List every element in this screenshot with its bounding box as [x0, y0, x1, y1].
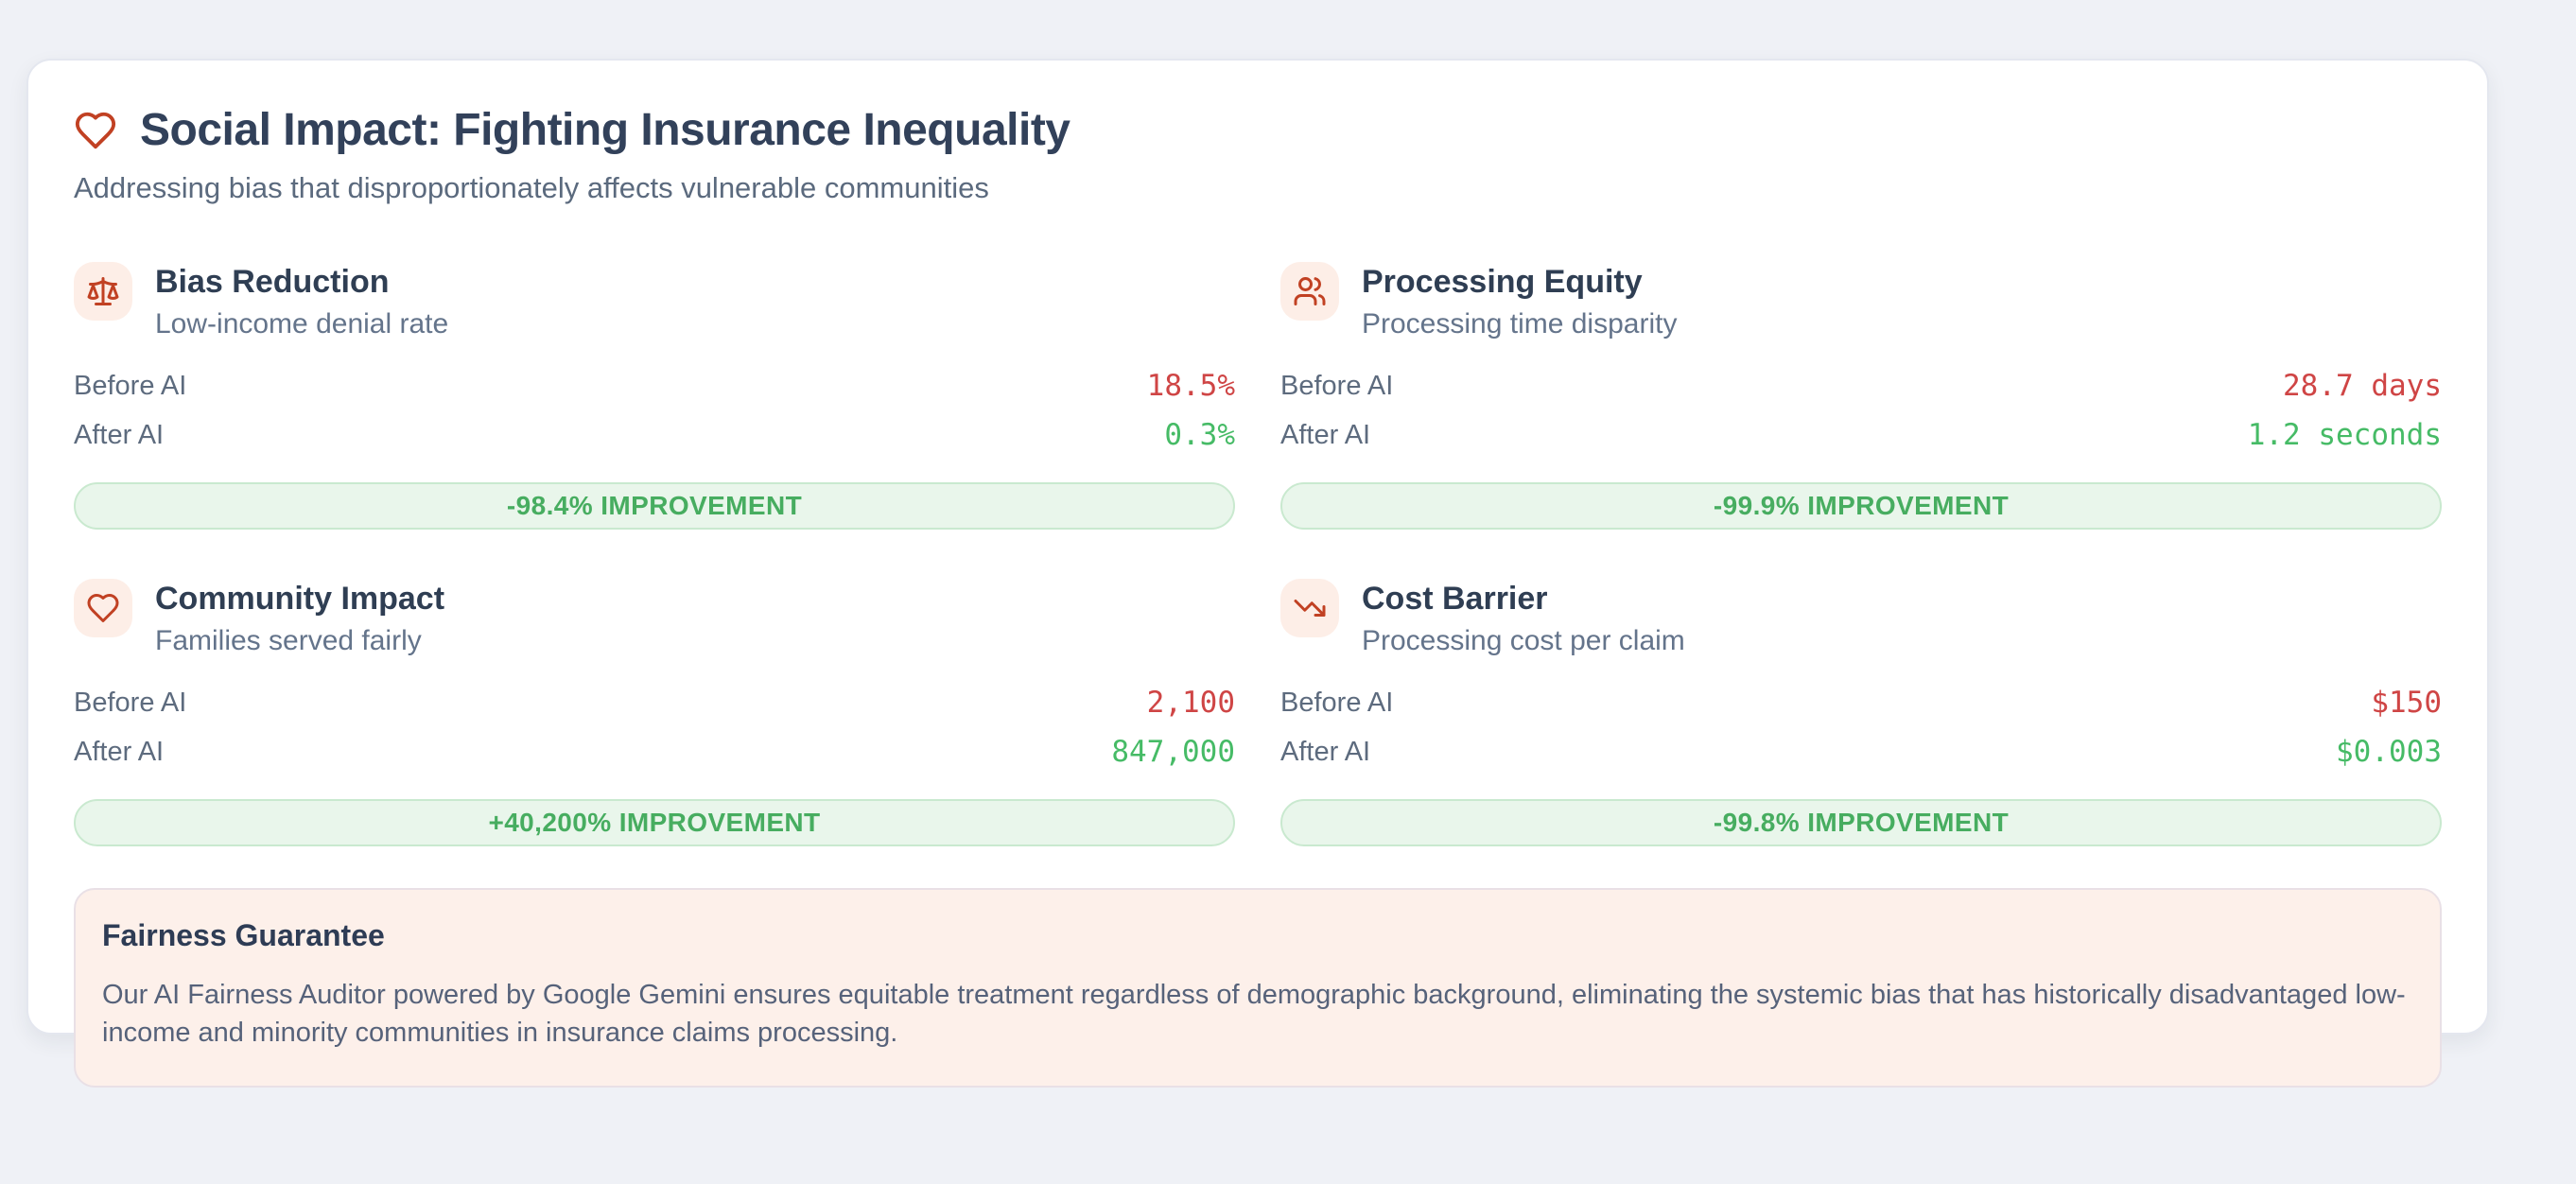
fairness-guarantee-title: Fairness Guarantee [102, 918, 385, 953]
page-subtitle: Addressing bias that disproportionately … [74, 171, 989, 204]
improvement-badge: -99.9% IMPROVEMENT [1280, 482, 2442, 531]
heart-icon [74, 579, 132, 638]
improvement-badge: -98.4% IMPROVEMENT [74, 482, 1235, 531]
before-ai-value: 2,100 [1146, 686, 1235, 721]
after-ai-label: After AI [74, 736, 165, 767]
users-icon [1280, 262, 1339, 321]
trending-down-icon [1280, 579, 1339, 638]
after-ai-row: After AI 1.2 seconds [1280, 410, 2442, 460]
after-ai-value: 1.2 seconds [2247, 418, 2442, 453]
before-ai-label: Before AI [74, 687, 187, 718]
metric-header: Community Impact Families served fairly [74, 579, 1235, 657]
social-impact-panel: Social Impact: Fighting Insurance Inequa… [26, 59, 2489, 1088]
panel-header: Social Impact: Fighting Insurance Inequa… [74, 104, 2442, 156]
metric-subtitle: Families served fairly [155, 625, 422, 657]
before-ai-label: Before AI [1280, 370, 1394, 401]
metric-title: Community Impact [155, 581, 445, 618]
improvement-badge: +40,200% IMPROVEMENT [74, 799, 1235, 847]
page-title: Social Impact: Fighting Insurance Inequa… [140, 105, 1070, 155]
before-ai-row: Before AI 28.7 days [1280, 361, 2442, 410]
metrics-grid: Bias Reduction Low-income denial rate Be… [74, 262, 2442, 847]
metric-subtitle: Low-income denial rate [155, 308, 449, 340]
fairness-guarantee-box: Fairness Guarantee Our AI Fairness Audit… [74, 888, 2442, 1088]
metric-subtitle: Processing cost per claim [1362, 625, 1685, 657]
after-ai-label: After AI [1280, 419, 1371, 450]
after-ai-label: After AI [74, 419, 165, 450]
fairness-guarantee-text: Our AI Fairness Auditor powered by Googl… [102, 980, 2406, 1049]
metric-header: Cost Barrier Processing cost per claim [1280, 579, 2442, 657]
metric-title: Processing Equity [1362, 264, 1643, 300]
after-ai-row: After AI $0.003 [1280, 727, 2442, 776]
heart-icon [74, 109, 117, 152]
metric-card-community-impact: Community Impact Families served fairly … [74, 579, 1235, 847]
metric-card-cost-barrier: Cost Barrier Processing cost per claim B… [1280, 579, 2442, 847]
metric-title: Bias Reduction [155, 264, 390, 300]
metric-header: Processing Equity Processing time dispar… [1280, 262, 2442, 340]
metric-title: Cost Barrier [1362, 581, 1548, 618]
after-ai-value: $0.003 [2336, 735, 2442, 770]
after-ai-row: After AI 847,000 [74, 727, 1235, 776]
scale-icon [74, 262, 132, 321]
before-ai-row: Before AI 2,100 [74, 678, 1235, 727]
metric-card-processing-equity: Processing Equity Processing time dispar… [1280, 262, 2442, 531]
before-ai-label: Before AI [1280, 687, 1394, 718]
after-ai-row: After AI 0.3% [74, 410, 1235, 460]
after-ai-value: 0.3% [1164, 418, 1235, 453]
metric-header: Bias Reduction Low-income denial rate [74, 262, 1235, 340]
before-ai-value: 18.5% [1146, 369, 1235, 404]
improvement-badge: -99.8% IMPROVEMENT [1280, 799, 2442, 847]
after-ai-value: 847,000 [1111, 735, 1235, 770]
before-ai-value: 28.7 days [2283, 369, 2442, 404]
before-ai-value: $150 [2371, 686, 2442, 721]
before-ai-row: Before AI 18.5% [74, 361, 1235, 410]
metric-subtitle: Processing time disparity [1362, 308, 1678, 340]
before-ai-label: Before AI [74, 370, 187, 401]
before-ai-row: Before AI $150 [1280, 678, 2442, 727]
after-ai-label: After AI [1280, 736, 1371, 767]
metric-card-bias-reduction: Bias Reduction Low-income denial rate Be… [74, 262, 1235, 531]
